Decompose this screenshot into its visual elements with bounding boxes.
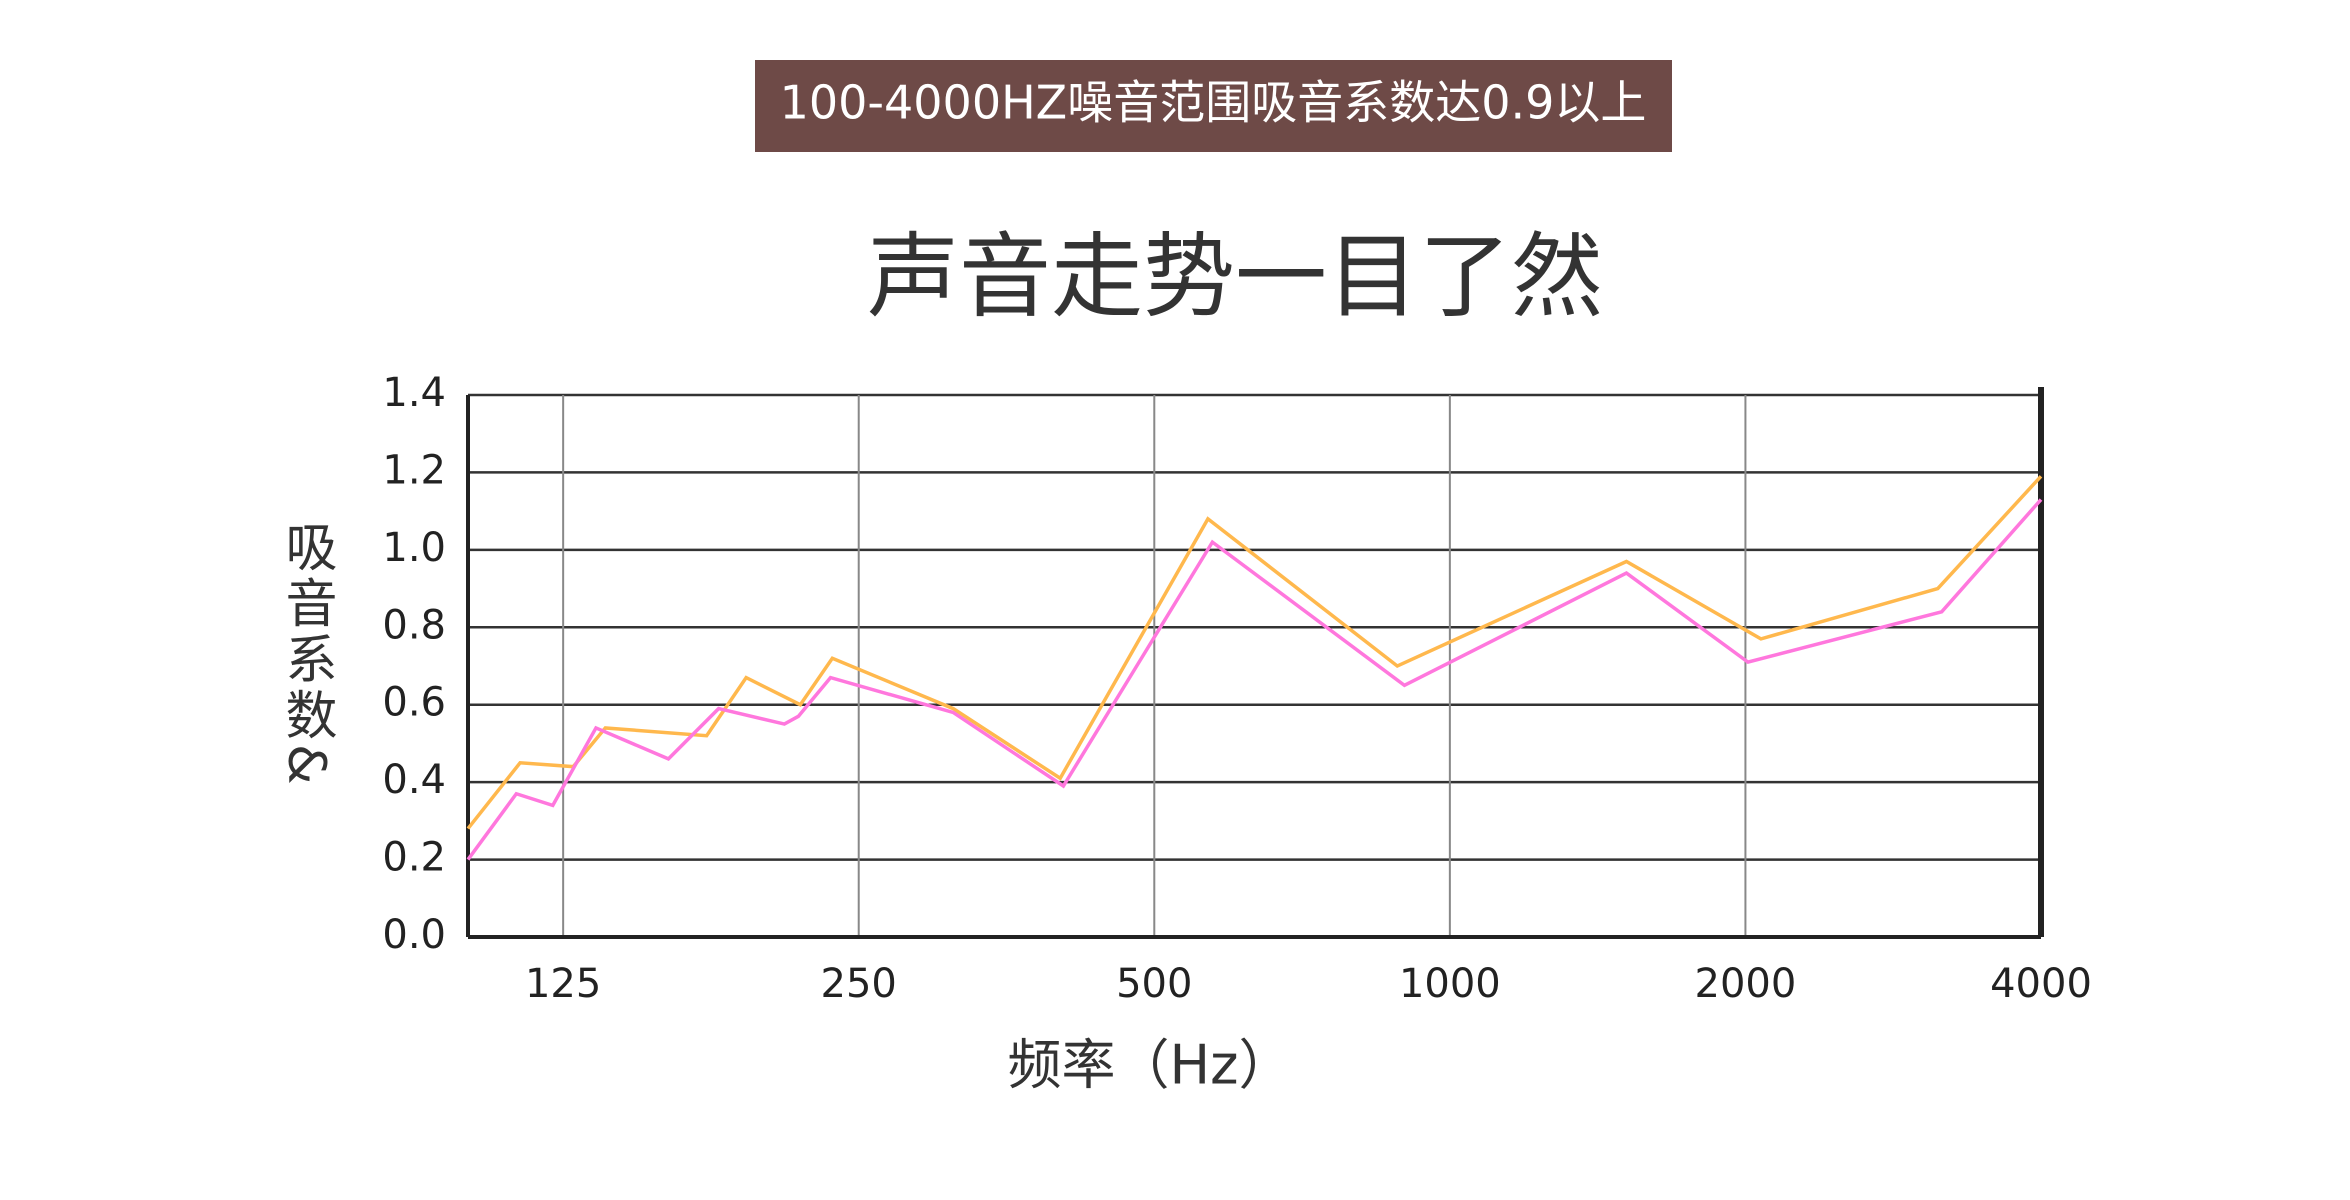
y-tick-label: 0.2	[382, 835, 446, 881]
banner-box	[755, 60, 1672, 152]
x-axis-label: 频率（Hz）	[1008, 1034, 1293, 1097]
x-tick-label: 4000	[1990, 961, 2092, 1007]
y-tick-label: 0.0	[382, 912, 446, 958]
x-tick-label: 2000	[1695, 961, 1797, 1007]
banner-text: 100-4000HZ噪音范围吸音系数达0.9以上	[780, 76, 1647, 130]
y-tick-label: 1.2	[382, 447, 446, 493]
y-tick-label: 0.4	[382, 757, 446, 803]
x-tick-label: 250	[821, 961, 897, 1007]
x-tick-label: 125	[525, 961, 601, 1007]
y-axis-label: 吸音系数&	[276, 520, 336, 789]
y-tick-label: 0.6	[382, 680, 446, 726]
y-tick-label: 1.4	[382, 370, 446, 416]
x-tick-label: 1000	[1399, 961, 1501, 1007]
chart-title: 声音走势一目了然	[867, 223, 1603, 330]
data-line	[466, 498, 2043, 861]
x-tick-label: 500	[1116, 961, 1192, 1007]
y-tick-label: 1.0	[382, 525, 446, 571]
y-tick-label: 0.8	[382, 602, 446, 648]
data-line	[466, 475, 2043, 830]
